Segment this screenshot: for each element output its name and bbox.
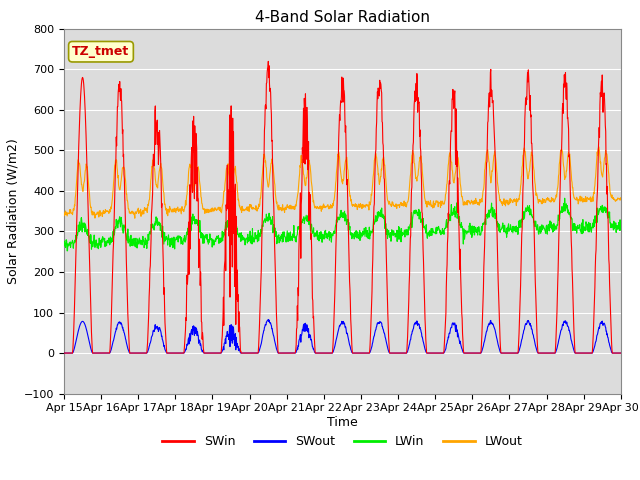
- SWin: [429, 350, 437, 356]
- LWout: [131, 216, 139, 221]
- SWin: [60, 350, 68, 356]
- SWout: [246, 350, 254, 356]
- SWout: [429, 350, 437, 356]
- SWout: [551, 350, 559, 356]
- SWout: [170, 350, 178, 356]
- SWout: [617, 350, 625, 356]
- LWin: [171, 246, 179, 252]
- LWout: [246, 204, 254, 210]
- LWout: [617, 195, 625, 201]
- LWout: [171, 205, 179, 211]
- LWin: [551, 223, 559, 228]
- Line: SWout: SWout: [64, 320, 621, 353]
- LWin: [60, 243, 68, 249]
- Text: TZ_tmet: TZ_tmet: [72, 45, 130, 58]
- SWin: [502, 350, 509, 356]
- LWin: [246, 240, 254, 246]
- LWout: [429, 200, 437, 205]
- LWin: [561, 195, 568, 201]
- LWout: [502, 197, 509, 203]
- LWin: [429, 229, 437, 235]
- SWin: [170, 350, 178, 356]
- LWout: [60, 210, 68, 216]
- SWin: [551, 350, 559, 356]
- LWin: [502, 230, 509, 236]
- LWout: [595, 144, 603, 150]
- Y-axis label: Solar Radiation (W/m2): Solar Radiation (W/m2): [7, 138, 20, 284]
- LWin: [63, 248, 71, 254]
- Line: LWin: LWin: [64, 198, 621, 251]
- LWin: [184, 231, 192, 237]
- SWin: [246, 350, 254, 356]
- LWin: [617, 228, 625, 233]
- SWin: [184, 274, 191, 279]
- X-axis label: Time: Time: [327, 416, 358, 429]
- SWin: [617, 350, 625, 356]
- Legend: SWin, SWout, LWin, LWout: SWin, SWout, LWin, LWout: [157, 430, 527, 453]
- Title: 4-Band Solar Radiation: 4-Band Solar Radiation: [255, 10, 430, 25]
- Line: LWout: LWout: [64, 147, 621, 218]
- SWout: [502, 350, 509, 356]
- LWout: [551, 196, 559, 202]
- SWout: [60, 350, 68, 356]
- SWout: [264, 317, 272, 323]
- SWin: [264, 59, 272, 64]
- Line: SWin: SWin: [64, 61, 621, 353]
- SWout: [184, 341, 191, 347]
- LWout: [184, 178, 192, 183]
